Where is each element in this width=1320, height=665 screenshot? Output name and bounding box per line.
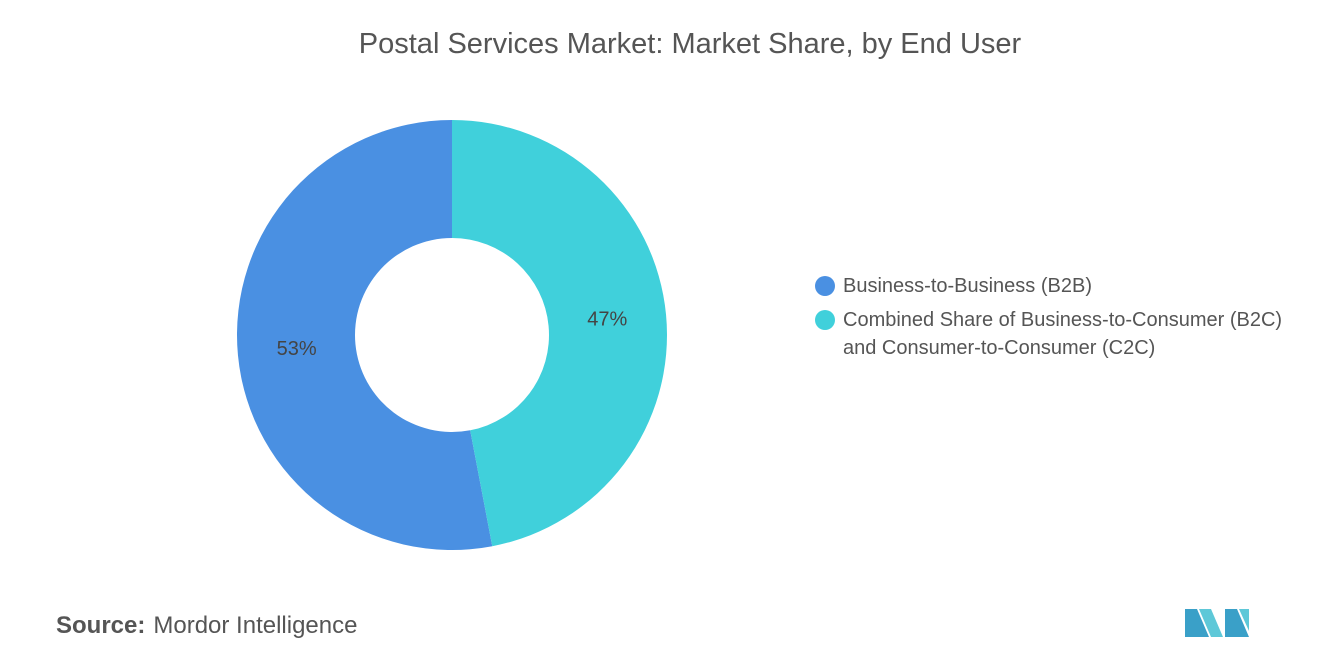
slice xyxy=(452,120,668,547)
data-label: 47% xyxy=(587,309,627,331)
slice xyxy=(236,120,493,550)
source-label: Source: xyxy=(56,612,146,639)
legend-swatch xyxy=(815,276,835,296)
legend: Business-to-Business (B2B) Combined Share… xyxy=(815,272,1285,368)
legend-swatch xyxy=(815,310,835,330)
source-text: Mordor Intelligence xyxy=(153,612,358,639)
legend-item: Combined Share of Business-to-Consumer (… xyxy=(815,306,1285,362)
legend-label: Combined Share of Business-to-Consumer (… xyxy=(843,309,1283,359)
source: Source: Mordor Intelligence xyxy=(56,612,357,640)
legend-item: Business-to-Business (B2B) xyxy=(815,272,1285,300)
chart-title: Postal Services Market: Market Share, by… xyxy=(358,28,1022,60)
data-label: 53% xyxy=(277,338,317,360)
logo xyxy=(1185,609,1249,637)
legend-label: Business-to-Business (B2B) xyxy=(843,275,1092,297)
